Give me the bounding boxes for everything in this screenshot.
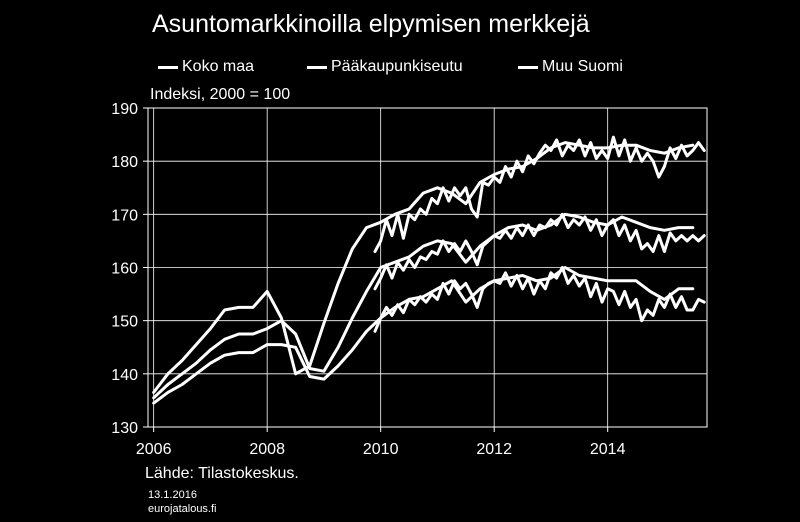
y-tick-label: 140 — [111, 367, 138, 384]
publish-date: 13.1.2016 — [148, 489, 197, 501]
legend-label: Pääkaupunkiseutu — [331, 58, 463, 75]
legend-swatch — [518, 65, 538, 69]
x-tick-label: 2010 — [363, 441, 399, 458]
legend-item-koko-maa: Koko maa — [158, 58, 254, 76]
legend: Koko maa Pääkaupunkiseutu Muu Suomi — [0, 58, 800, 82]
index-note: Indeksi, 2000 = 100 — [150, 86, 291, 103]
chart-title: Asuntomarkkinoilla elpymisen merkkejä — [152, 10, 590, 38]
legend-item-paakaupunkiseutu: Pääkaupunkiseutu — [307, 58, 463, 76]
legend-label: Koko maa — [182, 58, 255, 75]
series-line-3 — [373, 135, 706, 253]
y-tick-label: 180 — [111, 154, 138, 171]
x-tick-label: 2012 — [476, 441, 512, 458]
y-tick-label: 150 — [111, 314, 138, 331]
x-tick-label: 2006 — [136, 441, 172, 458]
y-tick-label: 160 — [111, 261, 138, 278]
series-line-muu-suomi — [152, 266, 695, 405]
series-line-koko-maa — [152, 212, 695, 400]
legend-item-muu-suomi: Muu Suomi — [518, 58, 623, 76]
y-tick-label: 170 — [111, 207, 138, 224]
y-tick-label: 130 — [111, 420, 138, 437]
x-tick-label: 2008 — [249, 441, 285, 458]
legend-label: Muu Suomi — [542, 58, 623, 75]
x-tick-label: 2014 — [590, 441, 626, 458]
series-line-p-kaupunkiseutu — [152, 141, 695, 394]
source-note: Lähde: Tilastokeskus. — [145, 465, 299, 482]
series-line-4 — [373, 212, 706, 291]
legend-swatch — [158, 65, 178, 69]
y-tick-label: 190 — [111, 101, 138, 118]
legend-swatch — [307, 65, 327, 69]
site-name: eurojatalous.fi — [148, 503, 217, 515]
series-line-5 — [373, 266, 706, 333]
